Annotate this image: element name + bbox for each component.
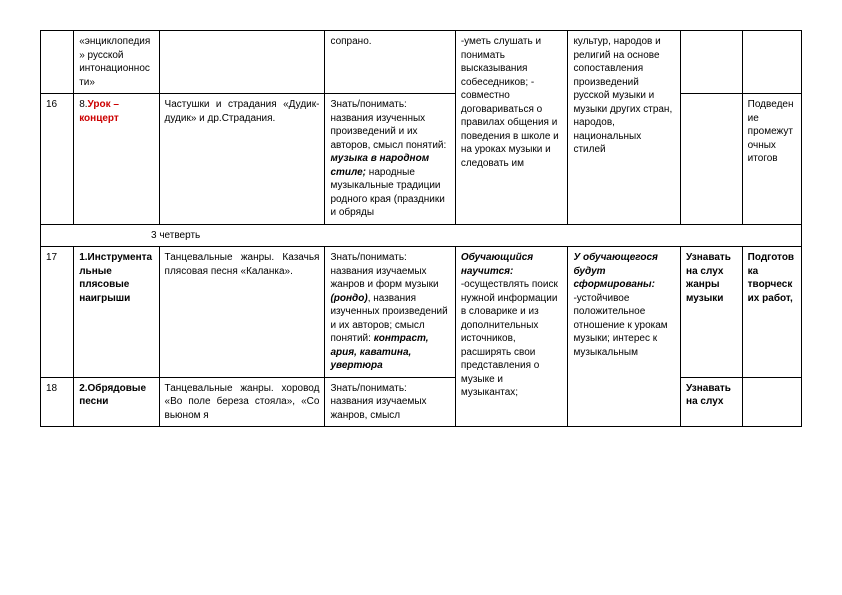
- cell-c7: Узнавать на слух: [681, 377, 743, 427]
- cell-num: 16: [41, 94, 74, 225]
- cell-content: Танцевальные жанры. Казачья плясовая пес…: [159, 247, 325, 378]
- table-row: «энциклопедия» русской интонационности» …: [41, 31, 802, 94]
- know-text: Знать/понимать: названия изученных произ…: [330, 99, 446, 151]
- cell-topic: 8.Урок – концерт: [74, 94, 159, 225]
- cell-skills: -уметь слушать и понимать высказывания с…: [455, 31, 568, 225]
- cell-outcomes: У обучающегося будут сформированы: -усто…: [568, 247, 681, 427]
- table-row: 18 2.Обрядовые песни Танцевальные жанры.…: [41, 377, 802, 427]
- quarter-label: 3 четверть: [41, 224, 802, 247]
- cell-content: Частушки и страдания «Дудик-дудик» и др.…: [159, 94, 325, 225]
- out-text: -устойчивое положительное отношение к ур…: [573, 293, 667, 358]
- cell-know: Знать/понимать: названия изученных произ…: [325, 94, 455, 225]
- cell-c8: Подведение промежуточных итогов: [742, 94, 801, 225]
- know-term: (рондо): [330, 293, 367, 304]
- cell-content: [159, 31, 325, 94]
- cell-num: 18: [41, 377, 74, 427]
- cell-c7: [681, 31, 743, 94]
- table-row: 17 1.Инструментальные плясовые наигрыши …: [41, 247, 802, 378]
- topic-number: 8.: [79, 99, 87, 110]
- cell-c8: [742, 31, 801, 94]
- curriculum-table: «энциклопедия» русской интонационности» …: [40, 30, 802, 427]
- know-text: Знать/понимать: названия изучаемых жанро…: [330, 252, 438, 290]
- cell-topic: 2.Обрядовые песни: [74, 377, 159, 427]
- cell-know: сопрано.: [325, 31, 455, 94]
- cell-topic: «энциклопедия» русской интонационности»: [74, 31, 159, 94]
- table-row: 16 8.Урок – концерт Частушки и страдания…: [41, 94, 802, 225]
- cell-c8: Подготовка творческих работ,: [742, 247, 801, 378]
- quarter-row: 3 четверть: [41, 224, 802, 247]
- cell-num: 17: [41, 247, 74, 378]
- cell-know: Знать/понимать: названия изучаемых жанро…: [325, 377, 455, 427]
- cell-content: Танцевальные жанры. хоровод «Во поле бер…: [159, 377, 325, 427]
- skills-text: -осуществлять поиск нужной информации в …: [461, 279, 558, 398]
- cell-num: [41, 31, 74, 94]
- cell-know: Знать/понимать: названия изучаемых жанро…: [325, 247, 455, 378]
- cell-topic: 1.Инструментальные плясовые наигрыши: [74, 247, 159, 378]
- cell-c7: [681, 94, 743, 225]
- cell-c7: Узнавать на слух жанры музыки: [681, 247, 743, 378]
- out-head: У обучающегося будут сформированы:: [573, 252, 658, 290]
- cell-c8: [742, 377, 801, 427]
- cell-outcomes: культур, народов и религий на основе соп…: [568, 31, 681, 225]
- skills-head: Обучающийся научится:: [461, 252, 533, 277]
- cell-skills: Обучающийся научится: -осуществлять поис…: [455, 247, 568, 427]
